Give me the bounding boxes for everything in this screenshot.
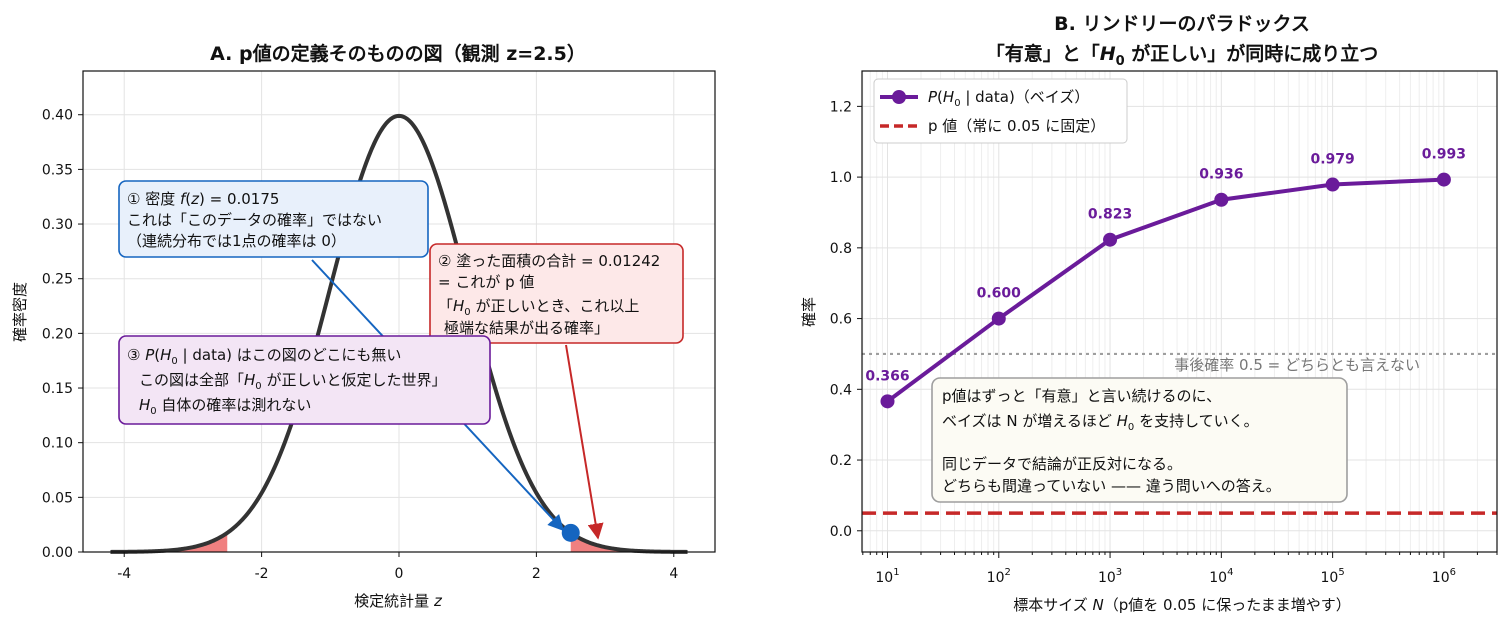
panel-a-x-tick-label: 4 bbox=[669, 566, 678, 582]
panel-a-y-tick-label: 0.15 bbox=[42, 381, 73, 397]
observed-z-point bbox=[561, 523, 580, 542]
arrow-area-to-tail bbox=[565, 344, 604, 540]
annotation-density-line2: これは「このデータの確率」ではない bbox=[127, 211, 382, 229]
panel-a-y-label: 確率密度 bbox=[11, 282, 29, 342]
annotation-pvalue-line1: ② 塗った面積の合計 = 0.01242 bbox=[438, 252, 660, 270]
panel-a-y-tick-label: 0.35 bbox=[42, 162, 73, 178]
posterior-point bbox=[880, 394, 895, 409]
panel-a-y-ticks: 0.00 0.05 0.10 0.15 0.20 0.25 0.30 0.35 0.40 bbox=[42, 108, 83, 561]
annotation-posterior-line1: ③ P(H0 | data) はこの図のどこにも無い bbox=[127, 346, 401, 367]
panel-b-frame bbox=[861, 70, 1498, 553]
annotation-pvalue-line2: = これが p 値 bbox=[438, 273, 534, 291]
paradox-note-box bbox=[931, 377, 1348, 503]
annotation-pvalue-area-box bbox=[429, 243, 684, 344]
panel-b: B. リンドリーのパラドックス 「有意」と「H0 が正しい」が同時に成り立つ 事… bbox=[800, 13, 1498, 614]
panel-a-x-tick-label: 0 bbox=[395, 566, 404, 582]
panel-b-x-tick-label: 105 bbox=[1321, 567, 1345, 586]
panel-b-legend: P(H0 | data)（ベイズ） p 値（常に 0.05 に固定） bbox=[873, 78, 1128, 144]
legend-posterior-marker bbox=[892, 90, 906, 104]
panel-b-y-ticks: 0.0 0.2 0.4 0.6 0.8 1.0 1.2 bbox=[830, 99, 862, 540]
panel-b-x-tick-label: 102 bbox=[987, 567, 1011, 586]
panel-a-title: A. p値の定義そのものの図（観測 z=2.5） bbox=[210, 42, 586, 65]
annotation-pvalue-line4: 極端な結果が出る確率」 bbox=[444, 319, 609, 337]
panel-b-y-tick-label: 1.0 bbox=[830, 170, 852, 186]
posterior-point-label: 0.823 bbox=[1088, 207, 1132, 223]
panel-a-y-tick-label: 0.25 bbox=[42, 272, 73, 288]
panel-a-x-tick-label: 2 bbox=[532, 566, 541, 582]
annotation-posterior-box bbox=[118, 335, 491, 425]
paradox-note-line1: p値はずっと「有意」と言い続けるのに、 bbox=[942, 387, 1221, 405]
panel-a: A. p値の定義そのものの図（観測 z=2.5） -4 -2 0 2 4 0.000.0… bbox=[11, 42, 716, 610]
panel-b-y-tick-label: 0.6 bbox=[830, 312, 852, 328]
posterior-point-label: 0.993 bbox=[1422, 147, 1466, 163]
normal-density-curve bbox=[110, 113, 688, 554]
annotation-pvalue-line3: 「H0 が正しいとき、これ以上 bbox=[438, 297, 639, 318]
panel-b-x-ticks: 101 102 103 104 105 106 bbox=[862, 552, 1498, 586]
paradox-note-line4: 同じデータで結論が正反対になる。 bbox=[942, 455, 1182, 473]
paradox-note-line5: どちらも間違っていない —— 違う問いへの答え。 bbox=[942, 477, 1281, 495]
posterior-point bbox=[1436, 172, 1451, 187]
panel-b-y-tick-label: 0.2 bbox=[830, 453, 852, 469]
posterior-series-line bbox=[886, 177, 1444, 403]
panel-a-y-tick-label: 0.00 bbox=[42, 545, 73, 561]
panel-b-title-line2: 「有意」と「H0 が正しい」が同時に成り立つ bbox=[986, 42, 1379, 69]
panel-a-x-tick-label: -2 bbox=[255, 566, 269, 582]
panel-b-x-label: 標本サイズ N（p値を 0.05 に保ったまま増やす） bbox=[1013, 596, 1351, 614]
panel-a-y-tick-label: 0.05 bbox=[42, 490, 73, 506]
posterior-point bbox=[991, 311, 1006, 326]
panel-a-x-label: 検定統計量 z bbox=[354, 592, 443, 610]
annotation-posterior-missing: ③ P(H0 | data) はこの図のどこにも無い この図は全部「H0 が正し… bbox=[118, 335, 491, 425]
panel-b-x-tick-label: 104 bbox=[1209, 567, 1233, 586]
annotation-pvalue-area: ② 塗った面積の合計 = 0.01242 = これが p 値 「H0 が正しいと… bbox=[429, 243, 684, 344]
panel-b-y-tick-label: 0.4 bbox=[830, 382, 852, 398]
reference-line-label: 事後確率 0.5 = どちらとも言えない bbox=[1174, 356, 1420, 374]
annotation-density: ① 密度 f(z) = 0.0175 これは「このデータの確率」ではない （連続… bbox=[118, 180, 429, 258]
panel-b-x-tick-label: 103 bbox=[1098, 567, 1122, 586]
posterior-point bbox=[1214, 192, 1229, 207]
panel-b-x-tick-label: 106 bbox=[1432, 567, 1456, 586]
posterior-point-label: 0.979 bbox=[1310, 152, 1354, 168]
paradox-note: p値はずっと「有意」と言い続けるのに、 ベイズは N が増えるほど H0 を支持… bbox=[931, 377, 1348, 503]
annotation-density-line3: （連続分布では1点の確率は 0） bbox=[127, 232, 346, 250]
annotation-posterior-line3: H0 自体の確率は測れない bbox=[139, 396, 311, 417]
posterior-point-label: 0.600 bbox=[977, 286, 1022, 302]
panel-a-x-ticks: -4 -2 0 2 4 bbox=[117, 552, 678, 582]
annotation-posterior-line2: この図は全部「H0 が正しいと仮定した世界」 bbox=[139, 371, 446, 392]
posterior-point bbox=[1325, 177, 1340, 192]
annotation-density-box bbox=[118, 180, 429, 258]
panel-b-x-tick-label: 101 bbox=[875, 567, 899, 586]
panel-a-y-tick-label: 0.40 bbox=[42, 108, 73, 124]
paradox-note-line2: ベイズは N が増えるほど H0 を支持していく。 bbox=[942, 412, 1259, 433]
panel-b-y-tick-label: 0.0 bbox=[830, 524, 852, 540]
legend-posterior-label: P(H0 | data)（ベイズ） bbox=[928, 88, 1089, 109]
panel-b-y-label: 確率 bbox=[800, 297, 818, 327]
legend-frame bbox=[873, 78, 1128, 144]
legend-pvalue-label: p 値（常に 0.05 に固定） bbox=[928, 117, 1105, 135]
panel-a-y-tick-label: 0.10 bbox=[42, 436, 73, 452]
posterior-point-label: 0.936 bbox=[1199, 167, 1243, 183]
posterior-point-label: 0.366 bbox=[865, 368, 909, 384]
posterior-series-points: 0.366 0.600 0.823 0.936 0.979 0.993 bbox=[865, 147, 1466, 409]
panel-a-y-tick-label: 0.20 bbox=[42, 326, 73, 342]
panel-a-y-tick-label: 0.30 bbox=[42, 217, 73, 233]
panel-b-y-tick-label: 1.2 bbox=[830, 99, 852, 115]
panel-b-title-line1: B. リンドリーのパラドックス bbox=[1054, 13, 1310, 35]
panel-b-y-tick-label: 0.8 bbox=[830, 241, 852, 257]
panel-a-x-tick-label: -4 bbox=[117, 566, 131, 582]
posterior-point bbox=[1103, 232, 1118, 247]
annotation-density-line1: ① 密度 f(z) = 0.0175 bbox=[127, 190, 279, 208]
